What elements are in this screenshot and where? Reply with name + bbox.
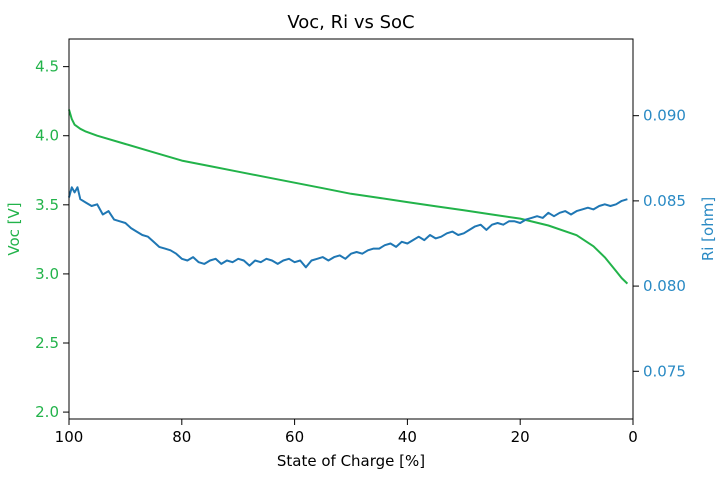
y-tick-label-right: 0.090 bbox=[643, 107, 686, 125]
x-axis-label: State of Charge [%] bbox=[277, 452, 425, 470]
x-axis: 100 80 60 40 20 0 bbox=[55, 419, 638, 446]
chart-title: Voc, Ri vs SoC bbox=[287, 12, 414, 33]
y-tick-label-left: 2.5 bbox=[35, 334, 59, 352]
y-axis-label-right: Ri [ohm] bbox=[699, 197, 717, 261]
y-axis-right: 0.075 0.080 0.085 0.090 bbox=[633, 107, 686, 380]
x-tick-label: 40 bbox=[398, 428, 417, 446]
plot-frame bbox=[68, 38, 634, 420]
y-tick-label-left: 4.5 bbox=[35, 58, 59, 76]
series-line-ri bbox=[68, 186, 628, 269]
y-tick-label-right: 0.075 bbox=[643, 362, 686, 380]
y-tick-label-right: 0.085 bbox=[643, 192, 686, 210]
y-tick-label-left: 4.0 bbox=[35, 127, 59, 145]
y-axis-left: 2.0 2.5 3.0 3.5 4.0 4.5 bbox=[35, 58, 69, 421]
x-tick-label: 20 bbox=[511, 428, 530, 446]
x-tick-label: 100 bbox=[55, 428, 84, 446]
series-line-voc bbox=[68, 109, 629, 285]
x-tick-label: 80 bbox=[172, 428, 191, 446]
y-axis-label-left: Voc [V] bbox=[5, 202, 23, 255]
x-tick-label: 0 bbox=[628, 428, 638, 446]
y-tick-label-left: 2.0 bbox=[35, 403, 59, 421]
plot-area bbox=[68, 109, 629, 285]
y-tick-label-left: 3.0 bbox=[35, 265, 59, 283]
y-tick-label-left: 3.5 bbox=[35, 196, 59, 214]
x-tick-label: 60 bbox=[285, 428, 304, 446]
y-tick-label-right: 0.080 bbox=[643, 277, 686, 295]
